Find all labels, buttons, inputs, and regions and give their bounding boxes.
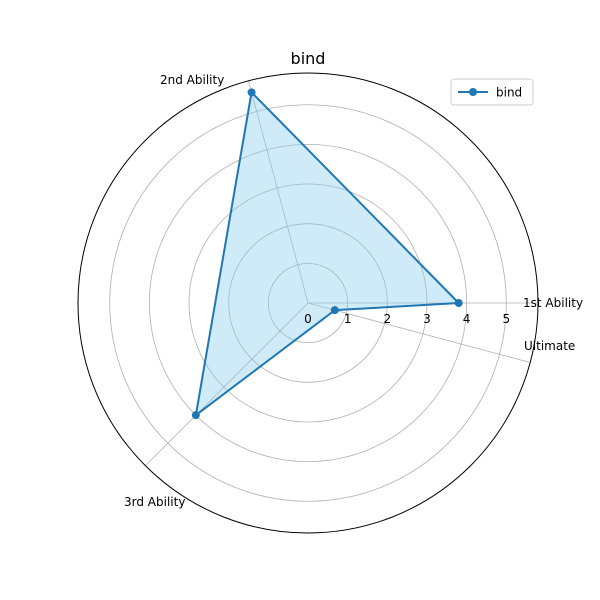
ring-gridline	[267, 262, 349, 344]
legend[interactable]: bind	[450, 78, 534, 106]
radial-tick-label: 1	[344, 312, 352, 326]
data-point-ultimate	[330, 306, 339, 315]
category-label-3rd-ability: 3rd Ability	[124, 495, 185, 509]
series-layer	[191, 88, 463, 420]
radial-tick-label: 3	[423, 312, 431, 326]
series-fill-area	[195, 92, 459, 416]
legend-label: bind	[496, 86, 522, 100]
ring-gridline	[109, 104, 507, 502]
radial-tick-label: 0	[304, 312, 312, 326]
category-label-1st-ability: 1st Ability	[523, 296, 583, 310]
radial-gridline	[307, 302, 531, 363]
legend-frame	[450, 78, 534, 106]
category-label-2nd-ability: 2nd Ability	[160, 73, 224, 87]
chart-title: bind	[291, 49, 326, 68]
ring-gridline	[188, 183, 428, 423]
ring-gridline	[148, 143, 468, 463]
data-point-2nd-ability	[247, 88, 256, 97]
category-label-ultimate: Ultimate	[524, 339, 575, 353]
grid-layer	[77, 72, 539, 534]
radial-gridline	[145, 302, 309, 466]
data-point-1st-ability	[454, 299, 463, 307]
radial-tick-label: 2	[383, 312, 391, 326]
data-point-3rd-ability	[191, 411, 200, 420]
ring-gridline	[228, 223, 388, 383]
radial-tick-label: 5	[502, 312, 510, 326]
polar-frame	[77, 72, 539, 534]
radial-tick-label: 4	[463, 312, 471, 326]
label-layer: 0 1 2 3 4 5 1st Ability 2nd Ability 3rd Ability U…	[124, 73, 583, 509]
legend-marker-swatch	[469, 88, 477, 96]
radial-gridline	[248, 80, 309, 304]
